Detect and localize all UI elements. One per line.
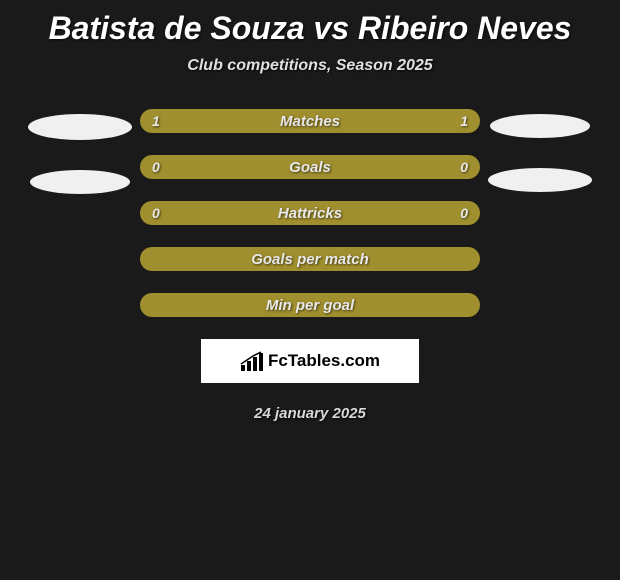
stat-label: Goals (289, 159, 331, 176)
left-player-col (20, 109, 140, 194)
right-dot-2 (488, 168, 592, 192)
stat-row-min-per-goal: Min per goal (140, 293, 480, 317)
left-dot-1 (28, 114, 132, 140)
stat-label: Matches (280, 113, 340, 130)
logo-text: FcTables.com (268, 351, 380, 371)
stat-row-matches: 1 Matches 1 (140, 109, 480, 133)
stat-value-right: 1 (460, 113, 468, 129)
stat-row-goals-per-match: Goals per match (140, 247, 480, 271)
stat-label: Goals per match (251, 251, 369, 268)
stat-value-right: 0 (460, 205, 468, 221)
left-dot-2 (30, 170, 130, 194)
stat-value-left: 1 (152, 113, 160, 129)
subtitle: Club competitions, Season 2025 (187, 57, 432, 75)
right-dot-1 (490, 114, 590, 138)
stat-value-right: 0 (460, 159, 468, 175)
stat-label: Min per goal (266, 297, 354, 314)
logo-box: FcTables.com (201, 339, 419, 383)
stat-label: Hattricks (278, 205, 342, 222)
stat-bars: 1 Matches 1 0 Goals 0 0 Hattricks 0 Goal… (140, 109, 480, 317)
comparison-area: 1 Matches 1 0 Goals 0 0 Hattricks 0 Goal… (0, 109, 620, 317)
right-player-col (480, 109, 600, 192)
stat-row-hattricks: 0 Hattricks 0 (140, 201, 480, 225)
page-title: Batista de Souza vs Ribeiro Neves (49, 10, 572, 47)
chart-icon (240, 351, 264, 371)
date-label: 24 january 2025 (254, 405, 366, 422)
stat-row-goals: 0 Goals 0 (140, 155, 480, 179)
stat-value-left: 0 (152, 159, 160, 175)
stat-value-left: 0 (152, 205, 160, 221)
